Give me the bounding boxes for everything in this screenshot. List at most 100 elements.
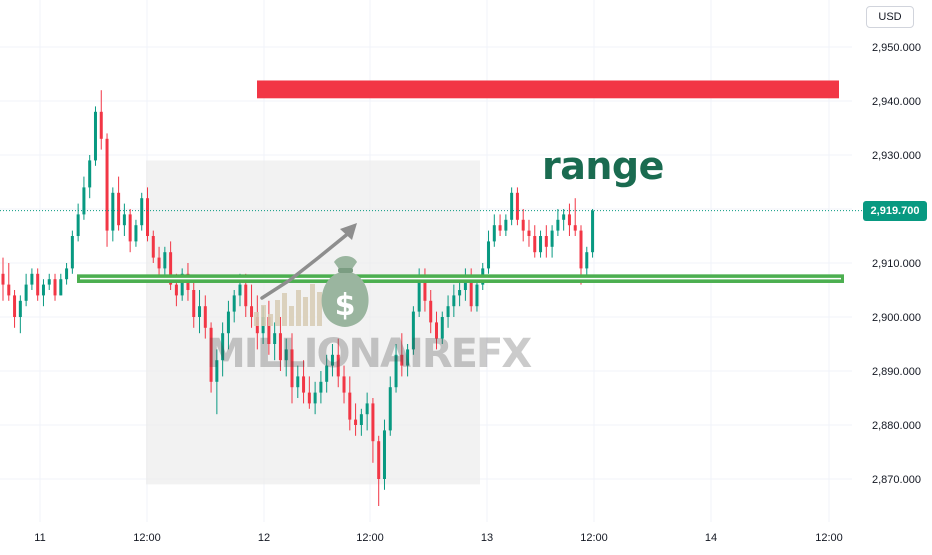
- candle: [122, 203, 126, 236]
- candle: [429, 290, 433, 334]
- x-tick-label: 12:00: [356, 532, 384, 544]
- candle-body: [36, 273, 40, 296]
- candle-body: [579, 230, 583, 269]
- candle-body: [388, 387, 392, 431]
- candle: [226, 300, 230, 350]
- candle: [203, 295, 207, 339]
- candle-body: [469, 279, 473, 307]
- candle: [377, 435, 381, 506]
- candle: [446, 295, 450, 328]
- candle-body: [446, 306, 450, 317]
- candle: [411, 306, 415, 355]
- candle-body: [371, 403, 375, 442]
- candle: [250, 284, 254, 328]
- candle-body: [273, 333, 277, 344]
- candle-body: [567, 214, 571, 226]
- candle-body: [556, 219, 560, 231]
- candle: [330, 344, 334, 377]
- y-tick-label: 2,950.000: [872, 42, 921, 54]
- y-tick-label: 2,870.000: [872, 474, 921, 486]
- candle-body: [417, 279, 421, 312]
- candle: [504, 214, 508, 236]
- candle: [556, 209, 560, 236]
- candle: [198, 290, 202, 334]
- candle-body: [7, 284, 11, 296]
- candle-body: [498, 225, 502, 231]
- y-tick-label: 2,940.000: [872, 96, 921, 108]
- candle-body: [250, 306, 254, 317]
- bar-graph-icon: [254, 284, 322, 326]
- candle-body: [134, 225, 138, 242]
- candle: [307, 376, 311, 409]
- candle-body: [88, 160, 92, 188]
- candle: [394, 344, 398, 393]
- candle-body: [573, 225, 577, 231]
- currency-selector[interactable]: USD: [866, 6, 914, 28]
- candle-body: [475, 284, 479, 307]
- candle: [192, 279, 196, 328]
- candle-body: [105, 138, 109, 231]
- candle-body: [244, 284, 248, 307]
- candle-body: [406, 349, 410, 366]
- candle: [99, 90, 103, 150]
- candle-body: [411, 311, 415, 350]
- candle-body: [198, 306, 202, 317]
- candle: [573, 198, 577, 236]
- candle: [232, 290, 236, 323]
- candle-body: [533, 236, 537, 253]
- candle: [7, 263, 11, 301]
- candle: [463, 268, 467, 301]
- candle-body: [128, 214, 132, 242]
- y-tick-label: 2,930.000: [872, 150, 921, 162]
- candle-body: [423, 279, 427, 301]
- candle: [117, 176, 121, 231]
- range-annotation[interactable]: range: [542, 144, 664, 188]
- candle-body: [267, 317, 271, 344]
- support-band[interactable]: [77, 274, 844, 283]
- money-bag-icon: $: [321, 256, 369, 327]
- candle: [284, 338, 288, 377]
- candle-body: [117, 192, 121, 226]
- candle: [319, 371, 323, 404]
- candle-body: [394, 354, 398, 388]
- x-tick-label: 14: [705, 532, 717, 544]
- candle-body: [336, 354, 340, 377]
- candle-body: [238, 284, 242, 296]
- candle: [533, 225, 537, 258]
- candle: [111, 187, 115, 242]
- candle: [163, 246, 167, 280]
- candle-body: [377, 441, 381, 479]
- y-tick-label: 2,890.000: [872, 366, 921, 378]
- candle-body: [313, 392, 317, 404]
- logo-group: $: [254, 223, 369, 327]
- candle: [359, 408, 363, 436]
- candle: [562, 209, 566, 231]
- x-axis: 11 12:00 12 12:00 13 12:00 14 12:00: [34, 532, 842, 544]
- y-tick-label: 2,880.000: [872, 420, 921, 432]
- candle-body: [284, 349, 288, 361]
- candle: [515, 187, 519, 226]
- candle: [371, 398, 375, 463]
- resistance-band[interactable]: [257, 80, 839, 99]
- candle-body: [527, 230, 531, 236]
- candle: [70, 230, 74, 274]
- candle: [146, 187, 149, 242]
- candle-body: [544, 236, 548, 247]
- candle: [492, 214, 496, 247]
- candle: [325, 354, 329, 393]
- candle-body: [203, 306, 207, 328]
- candle: [30, 268, 34, 290]
- candle: [151, 230, 155, 263]
- x-tick-label: 12:00: [133, 532, 161, 544]
- candle: [487, 230, 491, 274]
- candle: [567, 203, 571, 236]
- candle: [47, 273, 51, 290]
- candle: [400, 333, 404, 377]
- candle-body: [221, 333, 225, 361]
- candle: [88, 155, 92, 199]
- candle: [313, 381, 317, 415]
- candle-body: [539, 236, 543, 253]
- watermark-text: MILLIONAIREFX: [206, 331, 532, 377]
